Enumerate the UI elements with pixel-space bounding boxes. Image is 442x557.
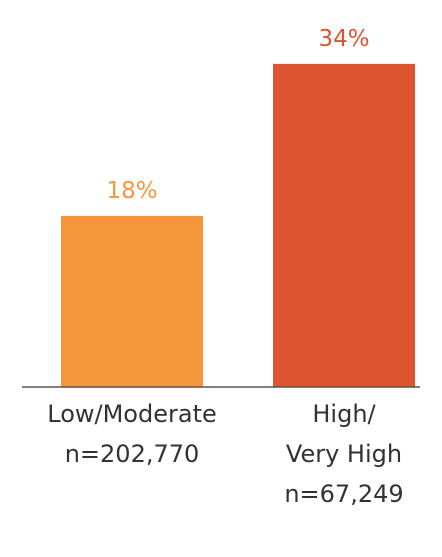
- category-label-1-line-1: Low/Moderate: [47, 400, 217, 428]
- bar-value-label-2: 34%: [318, 26, 369, 52]
- category-label-2-line-3: n=67,249: [284, 480, 403, 508]
- value-labels-group: 18% 34%: [106, 26, 369, 204]
- category-labels-group: Low/Moderate n=202,770 High/Very High n=67,…: [47, 400, 403, 508]
- bars-group: [61, 63, 415, 388]
- bar-2: [273, 63, 415, 388]
- category-label-2-line-1: High/: [312, 400, 376, 428]
- category-label-1-line-2: n=202,770: [65, 440, 200, 468]
- bar-value-label-1: 18%: [106, 178, 157, 204]
- bar-1: [61, 215, 203, 387]
- category-label-2-line-2: Very High: [286, 440, 402, 468]
